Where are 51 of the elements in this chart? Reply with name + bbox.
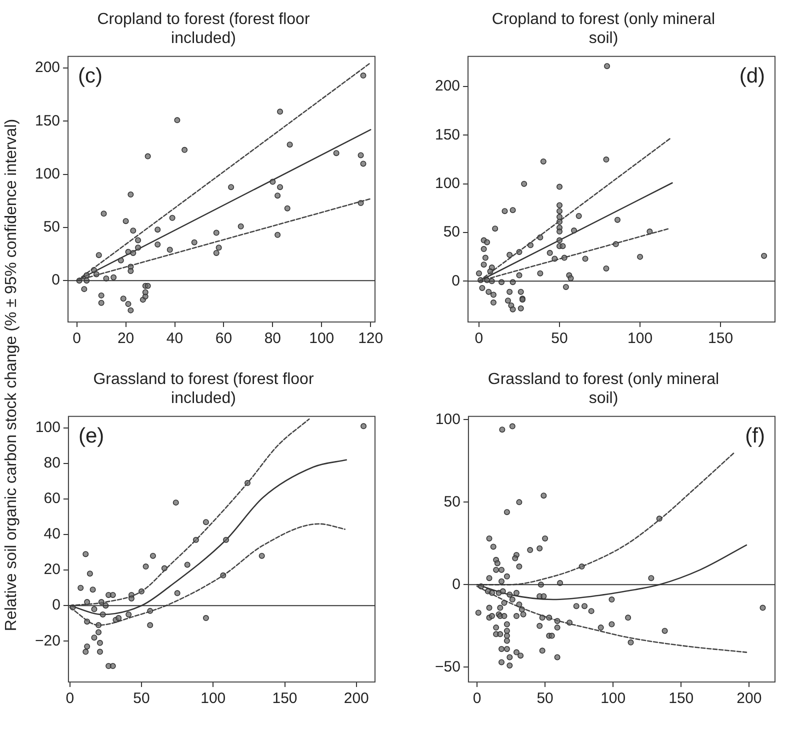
x-tick-label: 100 — [200, 690, 226, 708]
chart-title: Grassland to forest (only mineral soil) — [488, 371, 720, 408]
x-tick-label: 150 — [668, 690, 694, 708]
y-tick-label: 200 — [434, 78, 460, 95]
x-tick-label: 150 — [708, 330, 734, 348]
x-tick-label: 0 — [66, 690, 74, 708]
chart-title: Cropland to forest (forest floor included) — [97, 11, 310, 48]
chart-title: Grassland to forest (forest floor included) — [93, 371, 314, 408]
y-tick-label: 50 — [443, 224, 460, 241]
y-tick-label: −20 — [34, 632, 60, 650]
chart-title: Cropland to forest (only mineral soil) — [492, 11, 716, 48]
x-tick-label: 50 — [133, 690, 150, 708]
y-tick-label: 20 — [44, 561, 60, 578]
y-tick-label: 200 — [34, 59, 60, 76]
x-tick-label: 150 — [272, 690, 298, 708]
x-tick-label: 120 — [358, 330, 384, 348]
x-tick-label: 0 — [474, 330, 484, 348]
y-tick-label: 100 — [434, 174, 460, 192]
y-tick-label: 0 — [52, 272, 60, 289]
y-tick-label: −50 — [434, 658, 460, 676]
x-tick-label: 100 — [309, 330, 334, 348]
x-tick-label: 0 — [72, 330, 82, 348]
y-tick-label: 40 — [44, 526, 60, 543]
y-tick-label: 0 — [452, 272, 460, 290]
annotation: (f) — [745, 424, 765, 448]
x-tick-label: 20 — [117, 330, 134, 348]
y-axis-title: Relative soil organic carbon stock change (% ± 95% confidence interval) — [3, 118, 21, 632]
y-tick-label: 100 — [435, 410, 460, 428]
y-tick-label: 150 — [34, 112, 60, 130]
x-tick-label: 200 — [344, 690, 369, 708]
x-tick-label: 50 — [536, 690, 554, 708]
x-tick-label: 50 — [551, 330, 568, 348]
x-tick-label: 100 — [600, 690, 626, 708]
annotation: (e) — [78, 424, 104, 448]
y-tick-label: 100 — [34, 165, 60, 182]
annotation: (c) — [78, 64, 103, 88]
y-tick-label: 50 — [444, 493, 460, 510]
x-tick-label: 200 — [736, 690, 762, 708]
x-tick-label: 80 — [264, 330, 282, 348]
y-tick-label: 0 — [52, 596, 60, 614]
x-tick-label: 60 — [215, 330, 232, 348]
y-tick-label: 0 — [452, 576, 460, 593]
y-tick-label: 60 — [44, 490, 60, 508]
x-tick-label: 100 — [628, 330, 653, 348]
x-tick-label: 0 — [472, 690, 482, 708]
y-tick-label: 100 — [35, 419, 60, 436]
y-tick-label: 150 — [434, 126, 460, 144]
annotation: (d) — [739, 64, 765, 88]
y-tick-label: 50 — [43, 218, 60, 236]
x-tick-label: 40 — [166, 330, 184, 348]
y-tick-label: 80 — [44, 454, 60, 472]
